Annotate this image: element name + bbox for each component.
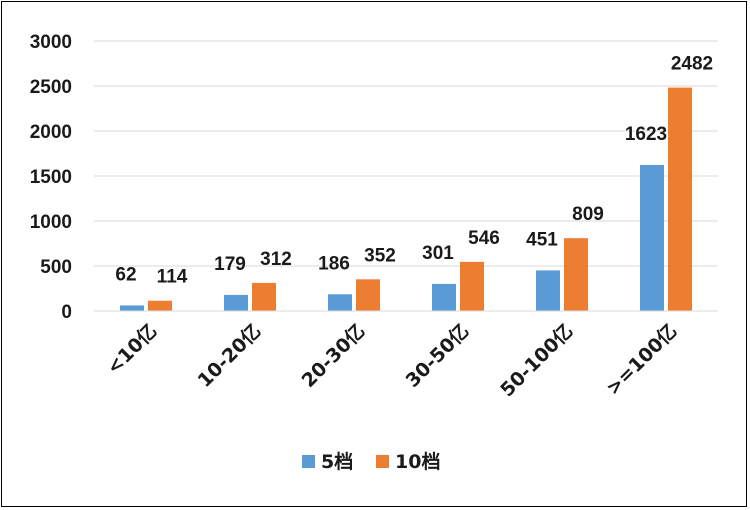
data-label-series1-2: 352 (364, 245, 396, 266)
x-tick-label: <10亿 (102, 319, 162, 379)
bars (120, 87, 692, 312)
data-label-series1-3: 546 (468, 228, 500, 249)
y-tick-label: 2000 (30, 122, 72, 143)
bar-series1-1 (252, 282, 276, 311)
y-axis: 0 500 1000 1500 2000 2500 3000 (30, 32, 72, 323)
legend-label-1: 10档 (395, 450, 440, 473)
y-tick-label: 1500 (30, 167, 72, 188)
data-label-series1-4: 809 (572, 204, 604, 225)
y-tick-label: 500 (40, 257, 72, 278)
bar-series1-2 (356, 279, 380, 311)
data-label-series0-3: 301 (422, 243, 454, 264)
data-label-series1-5: 2482 (671, 54, 713, 75)
bar-series0-3 (432, 283, 456, 311)
y-tick-label: 3000 (30, 32, 72, 53)
legend-label-0: 5档 (321, 450, 353, 473)
legend: 5档 10档 (302, 450, 440, 473)
bar-series0-0 (120, 305, 144, 311)
data-label-series0-4: 451 (526, 229, 558, 250)
bar-series1-3 (460, 261, 484, 311)
data-label-series0-2: 186 (318, 253, 350, 274)
bar-series1-4 (564, 238, 588, 311)
bar-series0-4 (536, 270, 560, 311)
x-tick-label: 20-30亿 (297, 319, 370, 392)
bar-series1-5 (668, 87, 692, 312)
data-label-series1-1: 312 (260, 249, 292, 270)
data-label-series0-0: 62 (115, 264, 136, 285)
bar-series0-2 (328, 294, 352, 311)
bar-series0-5 (640, 164, 664, 311)
data-labels: 62 114 179 312 186 352 301 546 451 809 1623 2482 (115, 54, 713, 288)
x-tick-label: >=100亿 (601, 319, 681, 399)
legend-swatch-0 (302, 455, 315, 468)
data-label-series1-0: 114 (157, 267, 188, 288)
bar-series1-0 (148, 300, 172, 311)
x-tick-label: 30-50亿 (401, 319, 474, 392)
y-tick-label: 0 (61, 302, 72, 323)
legend-swatch-1 (376, 455, 389, 468)
y-tick-label: 2500 (30, 77, 72, 98)
bar-series0-1 (224, 294, 248, 311)
x-tick-label: 50-100亿 (496, 319, 578, 401)
y-tick-label: 1000 (30, 212, 72, 233)
x-axis: <10亿 10-20亿 20-30亿 30-50亿 50-100亿 >=100亿 (94, 310, 718, 401)
gridlines (94, 40, 718, 312)
data-label-series0-5: 1623 (625, 124, 667, 145)
data-label-series0-1: 179 (214, 254, 246, 275)
x-tick-label: 10-20亿 (193, 319, 266, 392)
